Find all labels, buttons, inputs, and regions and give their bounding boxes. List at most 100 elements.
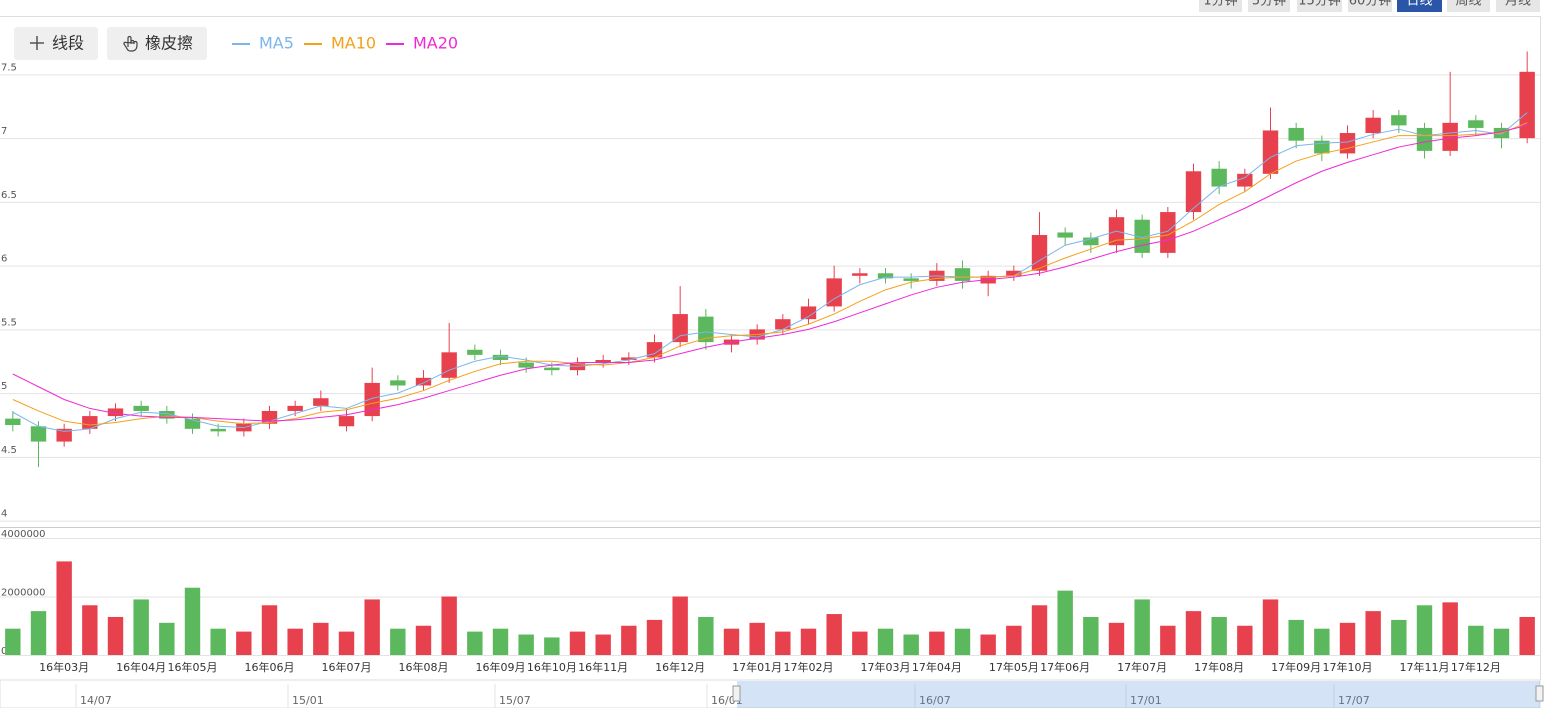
x-tick-label: 17年10月	[1323, 660, 1373, 674]
volume-tick-label: 0	[1, 646, 7, 657]
volume-bar	[1211, 616, 1227, 655]
period-button[interactable]	[1248, 0, 1290, 12]
tool-label: 橡皮擦	[145, 34, 193, 53]
volume-bar	[1031, 605, 1048, 655]
volume-bar	[30, 611, 47, 655]
candle-body	[518, 362, 534, 368]
x-tick-label: 17年01月	[732, 660, 782, 674]
period-button[interactable]	[1397, 0, 1442, 12]
y-tick-label: 6.5	[1, 190, 17, 201]
tool-button[interactable]	[14, 27, 98, 60]
volume-bar	[569, 631, 586, 655]
navigator-handle[interactable]	[732, 685, 741, 702]
tool-button[interactable]	[107, 27, 207, 60]
volume-bar	[390, 628, 406, 655]
volume-bar	[1134, 599, 1150, 655]
volume-bar	[210, 628, 226, 655]
hand-icon	[123, 35, 138, 52]
legend-label: MA20	[413, 34, 458, 53]
candle-body	[1468, 120, 1484, 128]
x-tick-label: 17年03月	[861, 660, 911, 674]
candle-body	[30, 426, 47, 442]
candle-body	[544, 367, 560, 371]
period-button[interactable]	[1447, 0, 1490, 12]
candle-body	[338, 416, 355, 427]
ma-line	[12, 122, 1528, 426]
volume-bar	[1006, 625, 1022, 655]
volume-bar	[980, 634, 996, 655]
navigator-label: 15/07	[499, 694, 531, 707]
candle-body	[800, 306, 817, 320]
candle-body	[210, 428, 226, 432]
navigator-label: 14/07	[80, 694, 112, 707]
volume-bar	[236, 631, 252, 655]
volume-bar	[1262, 599, 1279, 655]
volume-bar	[82, 605, 98, 655]
x-tick-label: 16年05月	[168, 660, 218, 674]
candle-body	[107, 408, 124, 417]
period-label: 日线	[1406, 0, 1432, 9]
candle-body	[1083, 237, 1099, 246]
candle-body	[1262, 130, 1279, 174]
volume-bar	[467, 631, 483, 655]
volume-bar	[1416, 605, 1433, 655]
navigator-handle[interactable]	[1535, 685, 1544, 702]
navigator-label: 16/07	[919, 694, 951, 707]
volume-bar	[364, 599, 380, 655]
period-label: 5分钟	[1252, 0, 1286, 9]
candle-body	[1416, 127, 1433, 151]
plus-icon	[30, 36, 44, 50]
y-tick-label: 5	[1, 381, 7, 392]
volume-bar	[621, 625, 637, 655]
legend-label: MA5	[259, 34, 294, 53]
candle-body	[1519, 71, 1535, 139]
volume-bar	[672, 596, 688, 655]
x-tick-label: 17年05月	[989, 660, 1039, 674]
candle-body	[877, 273, 894, 279]
volume-bar	[313, 622, 329, 655]
candle-body	[467, 349, 483, 355]
volume-bar	[441, 596, 457, 655]
period-label: 60分钟	[1349, 0, 1392, 9]
candle-body	[133, 405, 149, 411]
volume-bar	[826, 614, 842, 655]
candle-body	[1031, 235, 1048, 271]
candle-body	[954, 268, 971, 281]
period-label: 周线	[1455, 0, 1481, 9]
x-tick-label: 16年10月	[527, 660, 577, 674]
y-tick-label: 6	[1, 254, 7, 265]
navigator-selection[interactable]	[737, 681, 1540, 708]
volume-bar	[184, 587, 201, 655]
volume-bar	[775, 631, 791, 655]
candle-body	[287, 405, 303, 411]
candle-body	[1185, 171, 1202, 213]
candle-body	[1237, 173, 1253, 187]
volume-bar	[107, 616, 124, 655]
period-button[interactable]	[1496, 0, 1540, 12]
candle-body	[698, 316, 714, 343]
volume-bar	[1314, 628, 1330, 655]
candle-body	[1365, 117, 1381, 134]
volume-bar	[723, 628, 740, 655]
volume-bar	[852, 631, 868, 655]
period-button[interactable]	[1348, 0, 1392, 12]
period-button[interactable]	[1199, 0, 1242, 12]
x-tick-label: 17年07月	[1117, 660, 1167, 674]
volume-bar	[954, 628, 971, 655]
volume-bar	[749, 622, 765, 655]
candle-body	[390, 380, 406, 386]
candle-body	[1057, 232, 1073, 238]
volume-bar	[1442, 602, 1458, 655]
x-tick-label: 16年12月	[655, 660, 705, 674]
volume-tick-label: 2000000	[1, 588, 46, 599]
y-tick-label: 7.5	[1, 62, 17, 73]
candle-body	[1211, 168, 1227, 187]
candle-body	[852, 273, 868, 276]
candle-body	[775, 319, 791, 330]
period-button[interactable]	[1297, 0, 1342, 12]
legend-label: MA10	[331, 34, 376, 53]
volume-bar	[1057, 590, 1073, 655]
candle-body	[159, 410, 175, 419]
navigator	[0, 679, 1541, 708]
